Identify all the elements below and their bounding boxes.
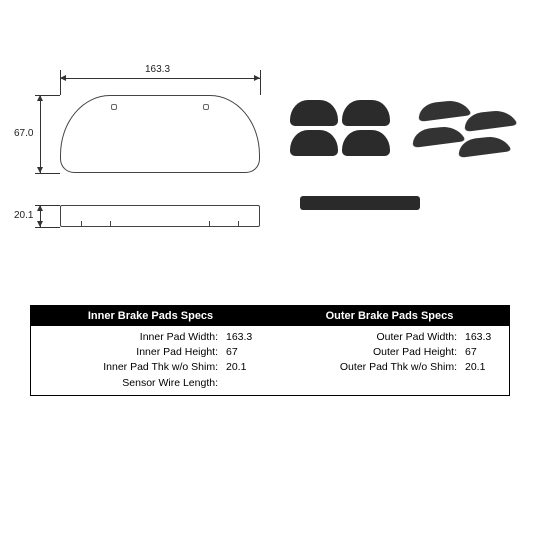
pad-photo-angled — [418, 100, 472, 122]
pad-photo-angled — [458, 136, 512, 158]
pad-lip — [209, 221, 239, 227]
spec-row: Outer Pad Thk w/o Shim: 20.1 — [278, 360, 501, 375]
dim-line-height — [40, 95, 41, 173]
spec-row: Sensor Wire Length: — [39, 376, 262, 391]
dim-extension — [60, 70, 61, 95]
specs-header-outer: Outer Brake Pads Specs — [270, 306, 509, 326]
dim-extension — [35, 205, 60, 206]
spec-label: Outer Pad Thk w/o Shim: — [278, 360, 461, 375]
dim-extension — [260, 70, 261, 95]
spec-row: Inner Pad Width: 163.3 — [39, 330, 262, 345]
spec-value: 20.1 — [222, 360, 262, 375]
specs-body: Inner Pad Width: 163.3 Inner Pad Height:… — [31, 326, 509, 395]
dim-extension — [35, 173, 60, 174]
specs-table: Inner Brake Pads Specs Outer Brake Pads … — [30, 305, 510, 396]
pad-slot — [111, 104, 117, 110]
pad-photo-angled — [464, 110, 518, 132]
spec-value: 20.1 — [461, 360, 501, 375]
dim-extension — [35, 95, 60, 96]
spec-value — [222, 376, 262, 391]
spec-label: Outer Pad Height: — [278, 345, 461, 360]
spec-label: Inner Pad Thk w/o Shim: — [39, 360, 222, 375]
pad-photo-side — [300, 196, 420, 210]
specs-col-outer: Outer Pad Width: 163.3 Outer Pad Height:… — [270, 326, 509, 395]
spec-row: Inner Pad Thk w/o Shim: 20.1 — [39, 360, 262, 375]
spec-row: Inner Pad Height: 67 — [39, 345, 262, 360]
pad-photo-front — [342, 100, 390, 126]
pad-photo-front — [290, 100, 338, 126]
spec-value: 163.3 — [222, 330, 262, 345]
pad-top-view — [60, 95, 260, 173]
pad-photo-angled — [412, 126, 466, 148]
spec-value: 67 — [461, 345, 501, 360]
brake-pad-photo — [290, 100, 520, 240]
spec-value: 67 — [222, 345, 262, 360]
specs-header-inner: Inner Brake Pads Specs — [31, 306, 270, 326]
pad-side-view — [60, 205, 260, 227]
spec-row: Outer Pad Height: 67 — [278, 345, 501, 360]
spec-label: Inner Pad Height: — [39, 345, 222, 360]
dim-thickness-label: 20.1 — [14, 210, 33, 221]
spec-label: Inner Pad Width: — [39, 330, 222, 345]
dim-line-width — [60, 78, 260, 79]
specs-header: Inner Brake Pads Specs Outer Brake Pads … — [31, 306, 509, 326]
dim-extension — [35, 227, 60, 228]
pad-photo-front — [290, 130, 338, 156]
pad-lip — [81, 221, 111, 227]
dim-height-label: 67.0 — [14, 128, 33, 139]
spec-label: Sensor Wire Length: — [39, 376, 222, 391]
dim-width-label: 163.3 — [145, 64, 170, 75]
spec-row: Outer Pad Width: 163.3 — [278, 330, 501, 345]
spec-label: Outer Pad Width: — [278, 330, 461, 345]
specs-col-inner: Inner Pad Width: 163.3 Inner Pad Height:… — [31, 326, 270, 395]
page-canvas: 163.3 67.0 20.1 — [0, 0, 540, 540]
pad-photo-front — [342, 130, 390, 156]
pad-slot — [203, 104, 209, 110]
brake-pad-diagram: 163.3 67.0 20.1 — [10, 60, 280, 280]
spec-value: 163.3 — [461, 330, 501, 345]
